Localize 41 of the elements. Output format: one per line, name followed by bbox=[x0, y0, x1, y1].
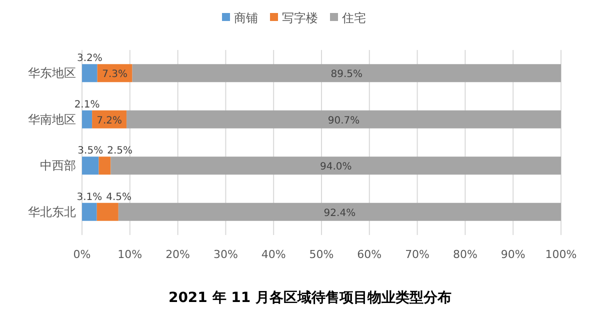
text: 2021 年 11 月各区域待售项目物业类型分布 bbox=[168, 290, 452, 306]
y-tick-label: 中西部 bbox=[40, 158, 76, 173]
data-label: 3.2% bbox=[76, 53, 102, 64]
data-label: 2.5% bbox=[107, 146, 132, 157]
data-label: 92.4% bbox=[324, 208, 356, 219]
legend-label: 写字楼 bbox=[282, 11, 318, 25]
x-tick-label: 40% bbox=[261, 248, 286, 261]
bar bbox=[118, 202, 561, 221]
bar bbox=[98, 156, 111, 175]
x-tick-label: 50% bbox=[309, 248, 334, 261]
x-tick-label: 30% bbox=[213, 248, 238, 261]
x-tick-label: 20% bbox=[166, 248, 190, 261]
legend-label: 商铺 bbox=[234, 11, 258, 25]
data-label: 90.7% bbox=[328, 115, 360, 126]
data-label: 3.1% bbox=[76, 192, 102, 203]
bar bbox=[96, 202, 118, 221]
legend-label: 住宅 bbox=[341, 11, 366, 25]
x-tick-label: 100% bbox=[545, 248, 577, 261]
bar bbox=[82, 110, 92, 128]
data-label: 4.5% bbox=[106, 192, 132, 203]
y-tick-label: 华东地区 bbox=[28, 66, 76, 80]
bar bbox=[126, 110, 561, 128]
data-label: 2.1% bbox=[74, 99, 100, 110]
x-tick-label: 10% bbox=[118, 248, 142, 261]
y-tick-label: 华南地区 bbox=[28, 112, 76, 126]
bar bbox=[82, 202, 97, 221]
bar bbox=[132, 64, 561, 82]
bar bbox=[110, 156, 561, 175]
data-label: 3.5% bbox=[78, 146, 104, 157]
data-label: 7.3% bbox=[102, 69, 128, 80]
y-tick-label: 华北东北 bbox=[28, 204, 76, 219]
x-tick-label: 60% bbox=[357, 248, 382, 261]
bar bbox=[82, 156, 99, 175]
data-label: 7.2% bbox=[96, 115, 122, 126]
data-label: 89.5% bbox=[330, 69, 363, 80]
bar bbox=[82, 64, 98, 82]
x-tick-label: 90% bbox=[500, 248, 526, 261]
x-tick-label: 70% bbox=[405, 248, 430, 261]
x-tick-label: 0% bbox=[73, 248, 91, 261]
x-tick-label: 80% bbox=[452, 248, 478, 261]
data-label: 94.0% bbox=[320, 162, 352, 173]
